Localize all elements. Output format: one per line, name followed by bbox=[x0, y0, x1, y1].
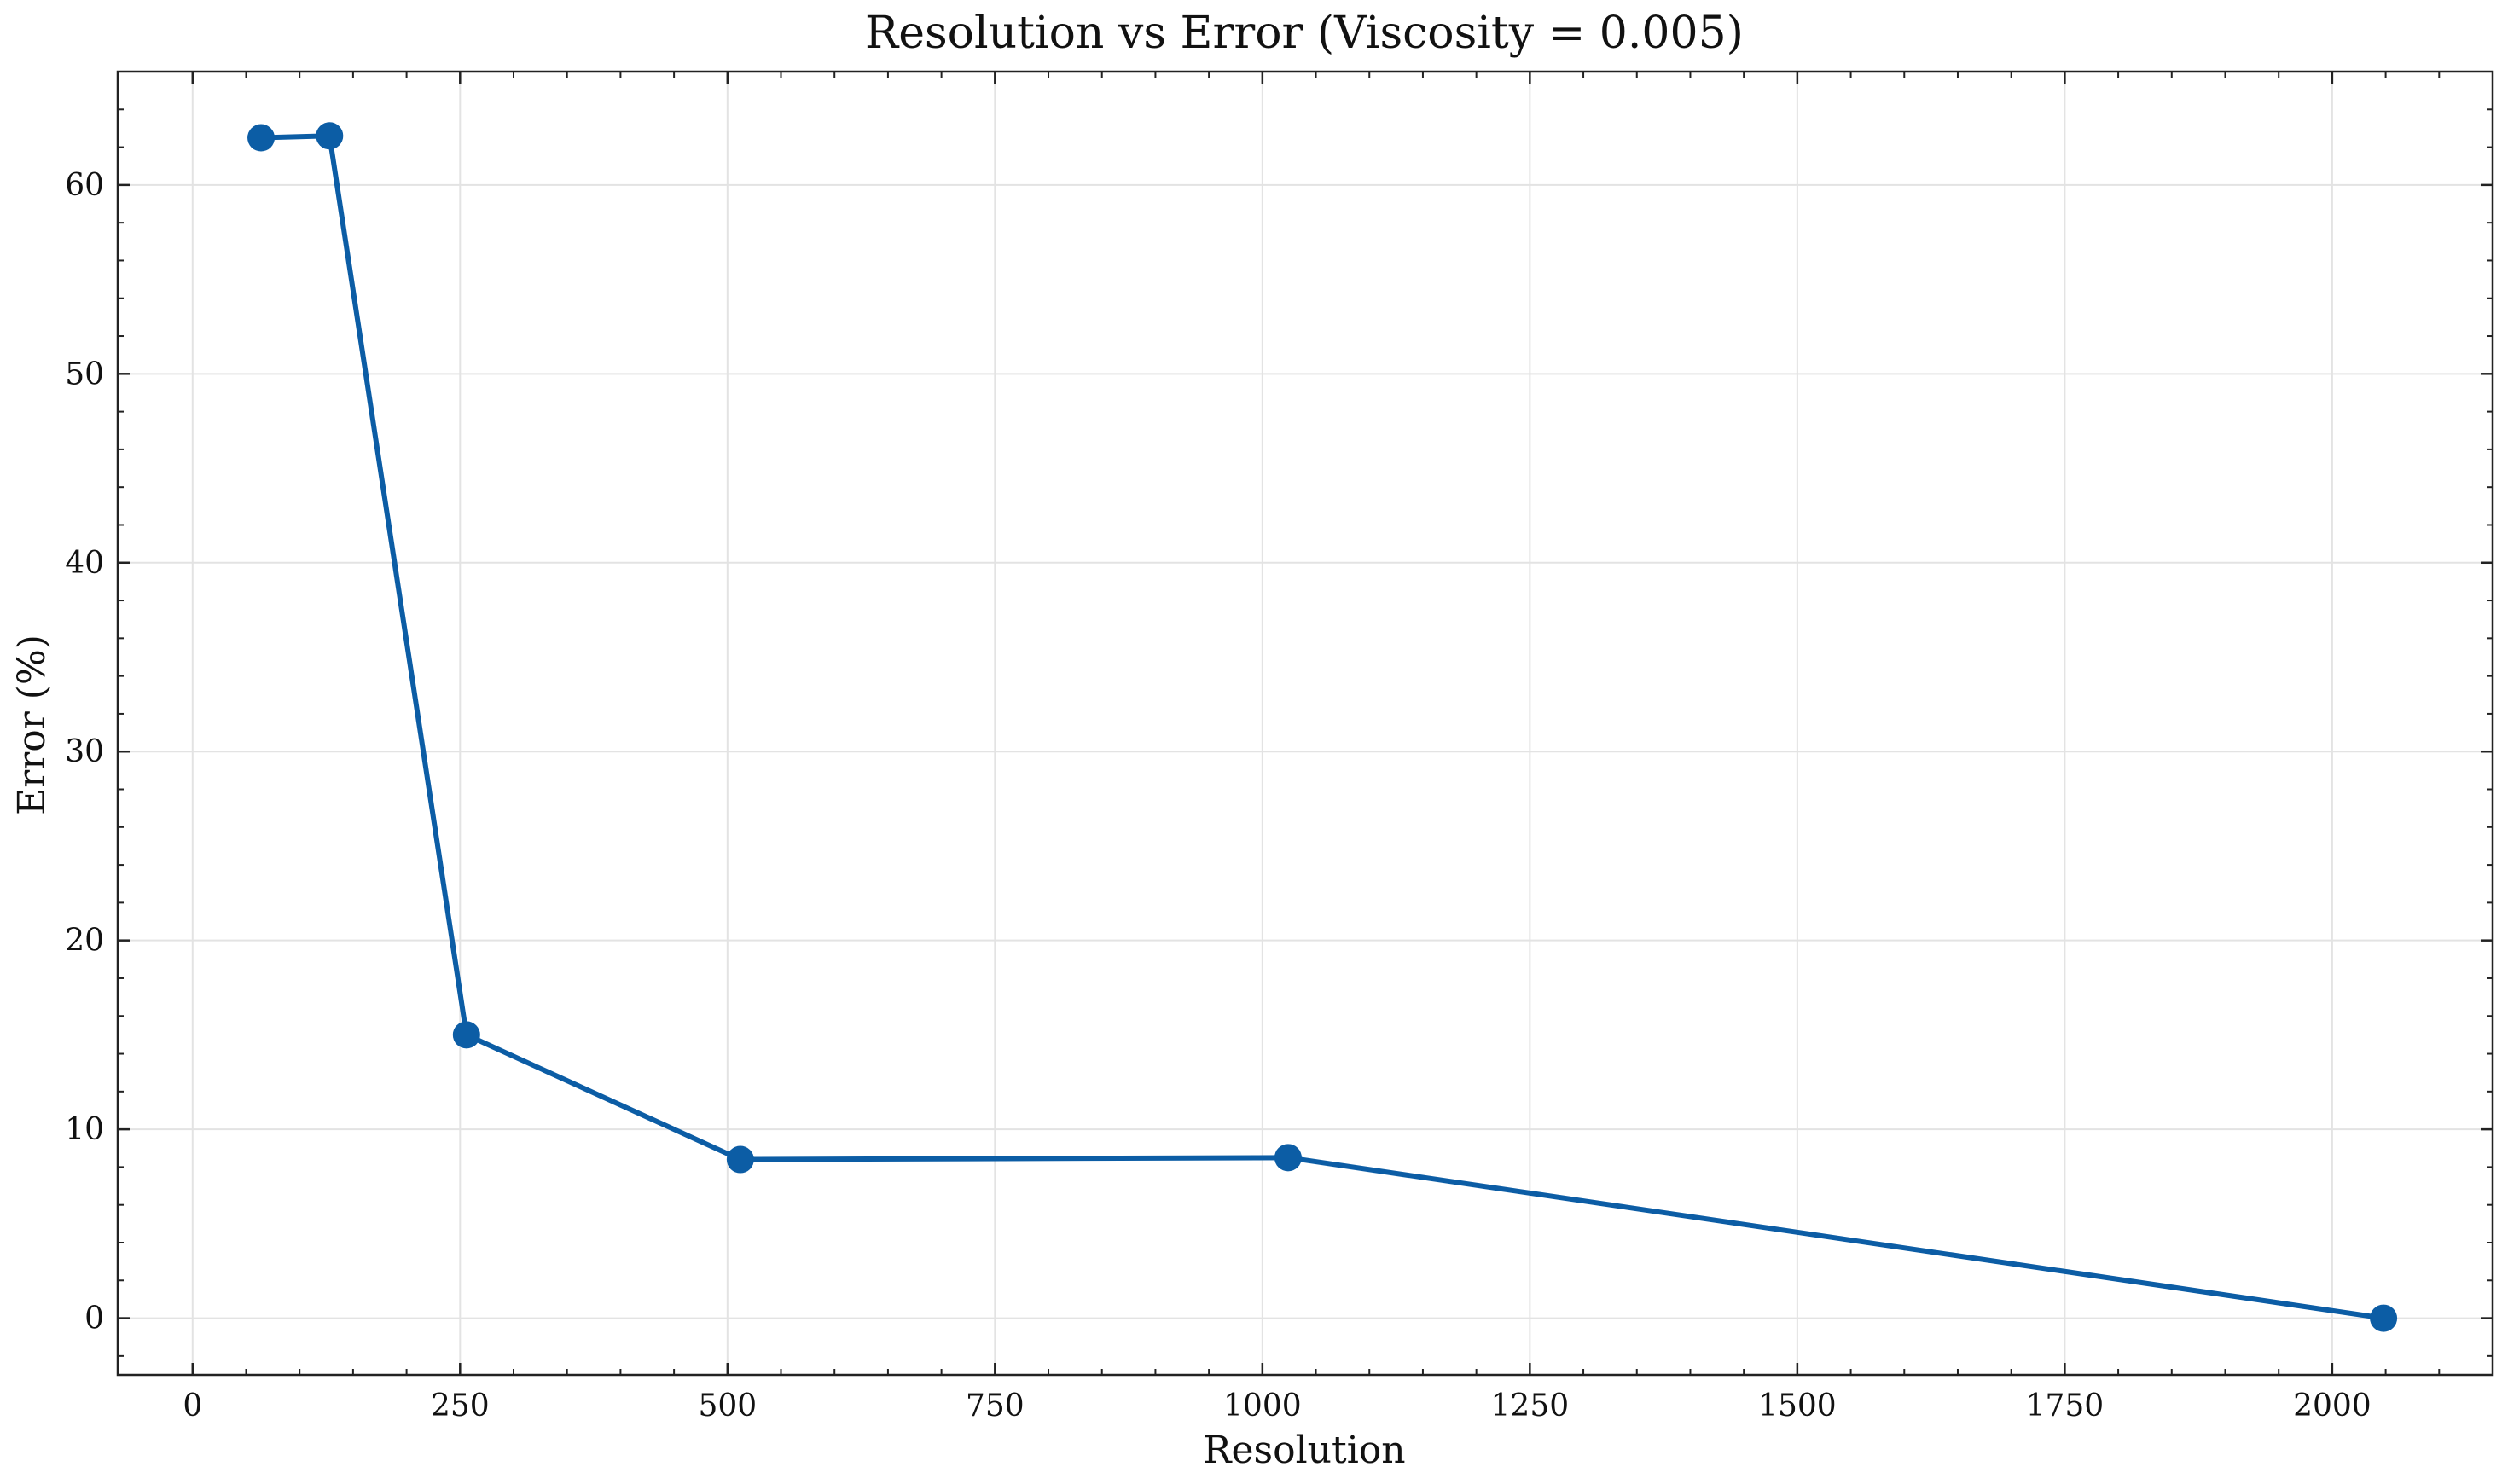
axis-ticks: 0 250 500 750 1000 1250 1500 1750 2000 0 10 20 30 40 5… bbox=[65, 71, 2493, 1423]
x-tick-label: 250 bbox=[431, 1388, 490, 1423]
data-point bbox=[247, 124, 276, 152]
x-tick-label: 500 bbox=[698, 1388, 757, 1423]
grid-lines bbox=[118, 72, 2493, 1375]
chart-title: Resolution vs Error (Viscosity = 0.005) bbox=[865, 8, 1744, 59]
y-tick-label: 50 bbox=[65, 357, 104, 391]
data-point bbox=[2370, 1304, 2398, 1332]
y-tick-label: 10 bbox=[65, 1112, 104, 1147]
y-tick-label: 40 bbox=[65, 546, 104, 581]
x-tick-label: 1250 bbox=[1491, 1388, 1570, 1423]
x-tick-label: 0 bbox=[183, 1388, 202, 1423]
x-tick-label: 1500 bbox=[1758, 1388, 1837, 1423]
x-tick-label: 1750 bbox=[2026, 1388, 2105, 1423]
data-point bbox=[1274, 1144, 1302, 1172]
plot-frame bbox=[116, 70, 2494, 1377]
x-axis-label: Resolution bbox=[1203, 1429, 1405, 1472]
data-point bbox=[316, 122, 344, 150]
data-point bbox=[726, 1145, 754, 1174]
y-axis-label: Error (%) bbox=[10, 635, 54, 815]
data-point bbox=[452, 1021, 480, 1049]
x-tick-label: 1000 bbox=[1223, 1388, 1302, 1423]
y-tick-label: 60 bbox=[65, 168, 104, 203]
data-series bbox=[247, 122, 2398, 1332]
y-tick-label: 0 bbox=[84, 1301, 104, 1336]
x-tick-label: 750 bbox=[966, 1388, 1025, 1423]
y-tick-label: 30 bbox=[65, 734, 104, 769]
x-tick-label: 2000 bbox=[2293, 1388, 2372, 1423]
y-tick-label: 20 bbox=[65, 924, 104, 959]
